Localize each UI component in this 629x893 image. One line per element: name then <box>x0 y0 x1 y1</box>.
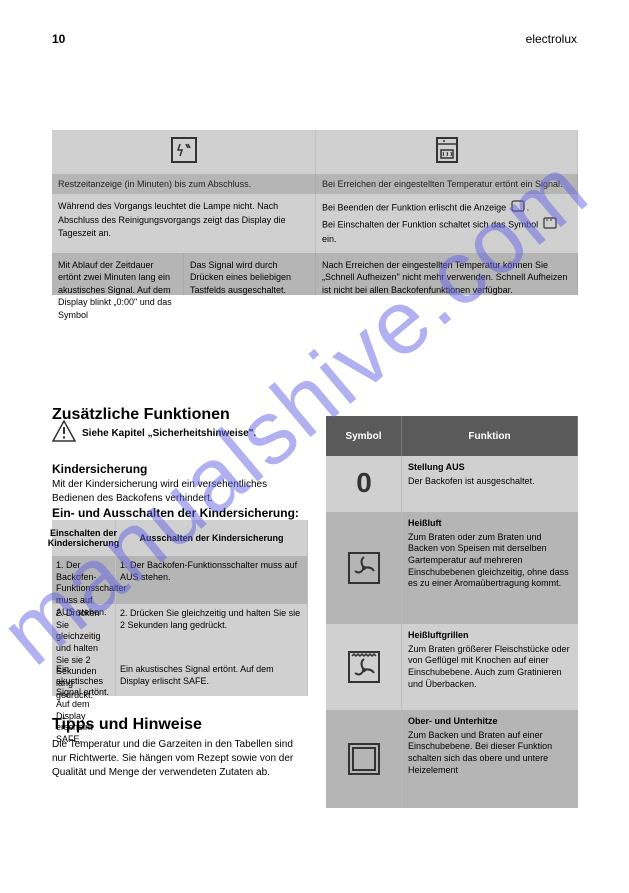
table2-header-col1: Einschalten der Kindersicherung <box>52 520 116 556</box>
table3-row1-text: Heißluft Zum Braten oder zum Braten und … <box>402 512 578 624</box>
table1-row1-right: Bei Erreichen der eingestellten Temperat… <box>316 174 578 194</box>
table1-row2-left: Während des Vorgangs leuchtet die Lampe … <box>52 194 316 253</box>
table1-header-left <box>52 130 316 174</box>
display-on-icon <box>543 217 557 234</box>
table1-row1-left: Restzeitanzeige (in Minuten) bis zum Abs… <box>52 174 316 194</box>
tips-section-text: Die Temperatur und die Garzeiten in den … <box>52 738 302 780</box>
table1-row3-col2: Das Signal wird durch Drücken eines beli… <box>184 253 316 295</box>
child-lock-toggle-title: Ein- und Ausschalten der Kindersicherung… <box>52 506 299 520</box>
cooling-fan-table: Symbol Funktion 0 Stellung AUS Der Backo… <box>326 416 578 808</box>
table2-row2-col2: 2. Drücken Sie gleichzeitig und halten S… <box>116 604 308 660</box>
section-additional-title: Zusätzliche Funktionen <box>52 406 230 424</box>
child-lock-text: Mit der Kindersicherung wird ein versehe… <box>52 478 302 506</box>
table2-row3-col2: Ein akustisches Signal ertönt. Auf dem D… <box>116 660 308 696</box>
table3-header-function: Funktion <box>402 416 578 456</box>
warning-icon <box>52 420 76 447</box>
table1-row3-right: Nach Erreichen der eingestellten Tempera… <box>316 253 578 295</box>
tips-section-title: Tipps und Hinweise <box>52 716 202 734</box>
warning-text: Siehe Kapitel „Sicherheitshinweise". <box>82 428 302 439</box>
table2-row1-col2: 1. Der Backofen-Funktionsschalter muss a… <box>116 556 308 604</box>
table3-row2-text: Heißluftgrillen Zum Braten größerer Flei… <box>402 624 578 710</box>
svg-text:0: 0 <box>356 467 372 498</box>
oven-heat-icon <box>431 134 463 171</box>
table1-row2-right: Bei Beenden der Funktion erlischt die An… <box>316 194 578 253</box>
table2-row1-col1: 1. Der Backofen-Funktionsschalter muss a… <box>52 556 116 604</box>
table3-header-symbol: Symbol <box>326 416 402 456</box>
child-lock-table: Einschalten der Kindersicherung Ausschal… <box>52 520 308 696</box>
conventional-icon <box>326 710 402 808</box>
child-lock-title: Kindersicherung <box>52 462 147 476</box>
turbo-grill-icon <box>326 624 402 710</box>
table1-header-right <box>316 130 578 174</box>
table2-row2-col1: 2. Drücken Sie gleichzeitig und halten S… <box>52 604 116 660</box>
header-brand: electrolux <box>526 32 577 46</box>
cleaning-table: Restzeitanzeige (in Minuten) bis zum Abs… <box>52 130 578 295</box>
page-number: 10 <box>52 32 65 46</box>
table2-row3-col1: Ein akustisches Signal ertönt. Auf dem D… <box>52 660 116 696</box>
convection-icon <box>326 512 402 624</box>
display-off-icon <box>511 200 525 217</box>
table1-row3-col1: Mit Ablauf der Zeitdauer ertönt zwei Min… <box>52 253 184 295</box>
table2-header-col2: Ausschalten der Kindersicherung <box>116 520 308 556</box>
pyrolyse-icon <box>168 134 200 171</box>
table3-row0-text: Stellung AUS Der Backofen ist ausgeschal… <box>402 456 578 512</box>
off-position-icon: 0 <box>326 456 402 512</box>
table3-row3-text: Ober- und Unterhitze Zum Backen und Brat… <box>402 710 578 808</box>
